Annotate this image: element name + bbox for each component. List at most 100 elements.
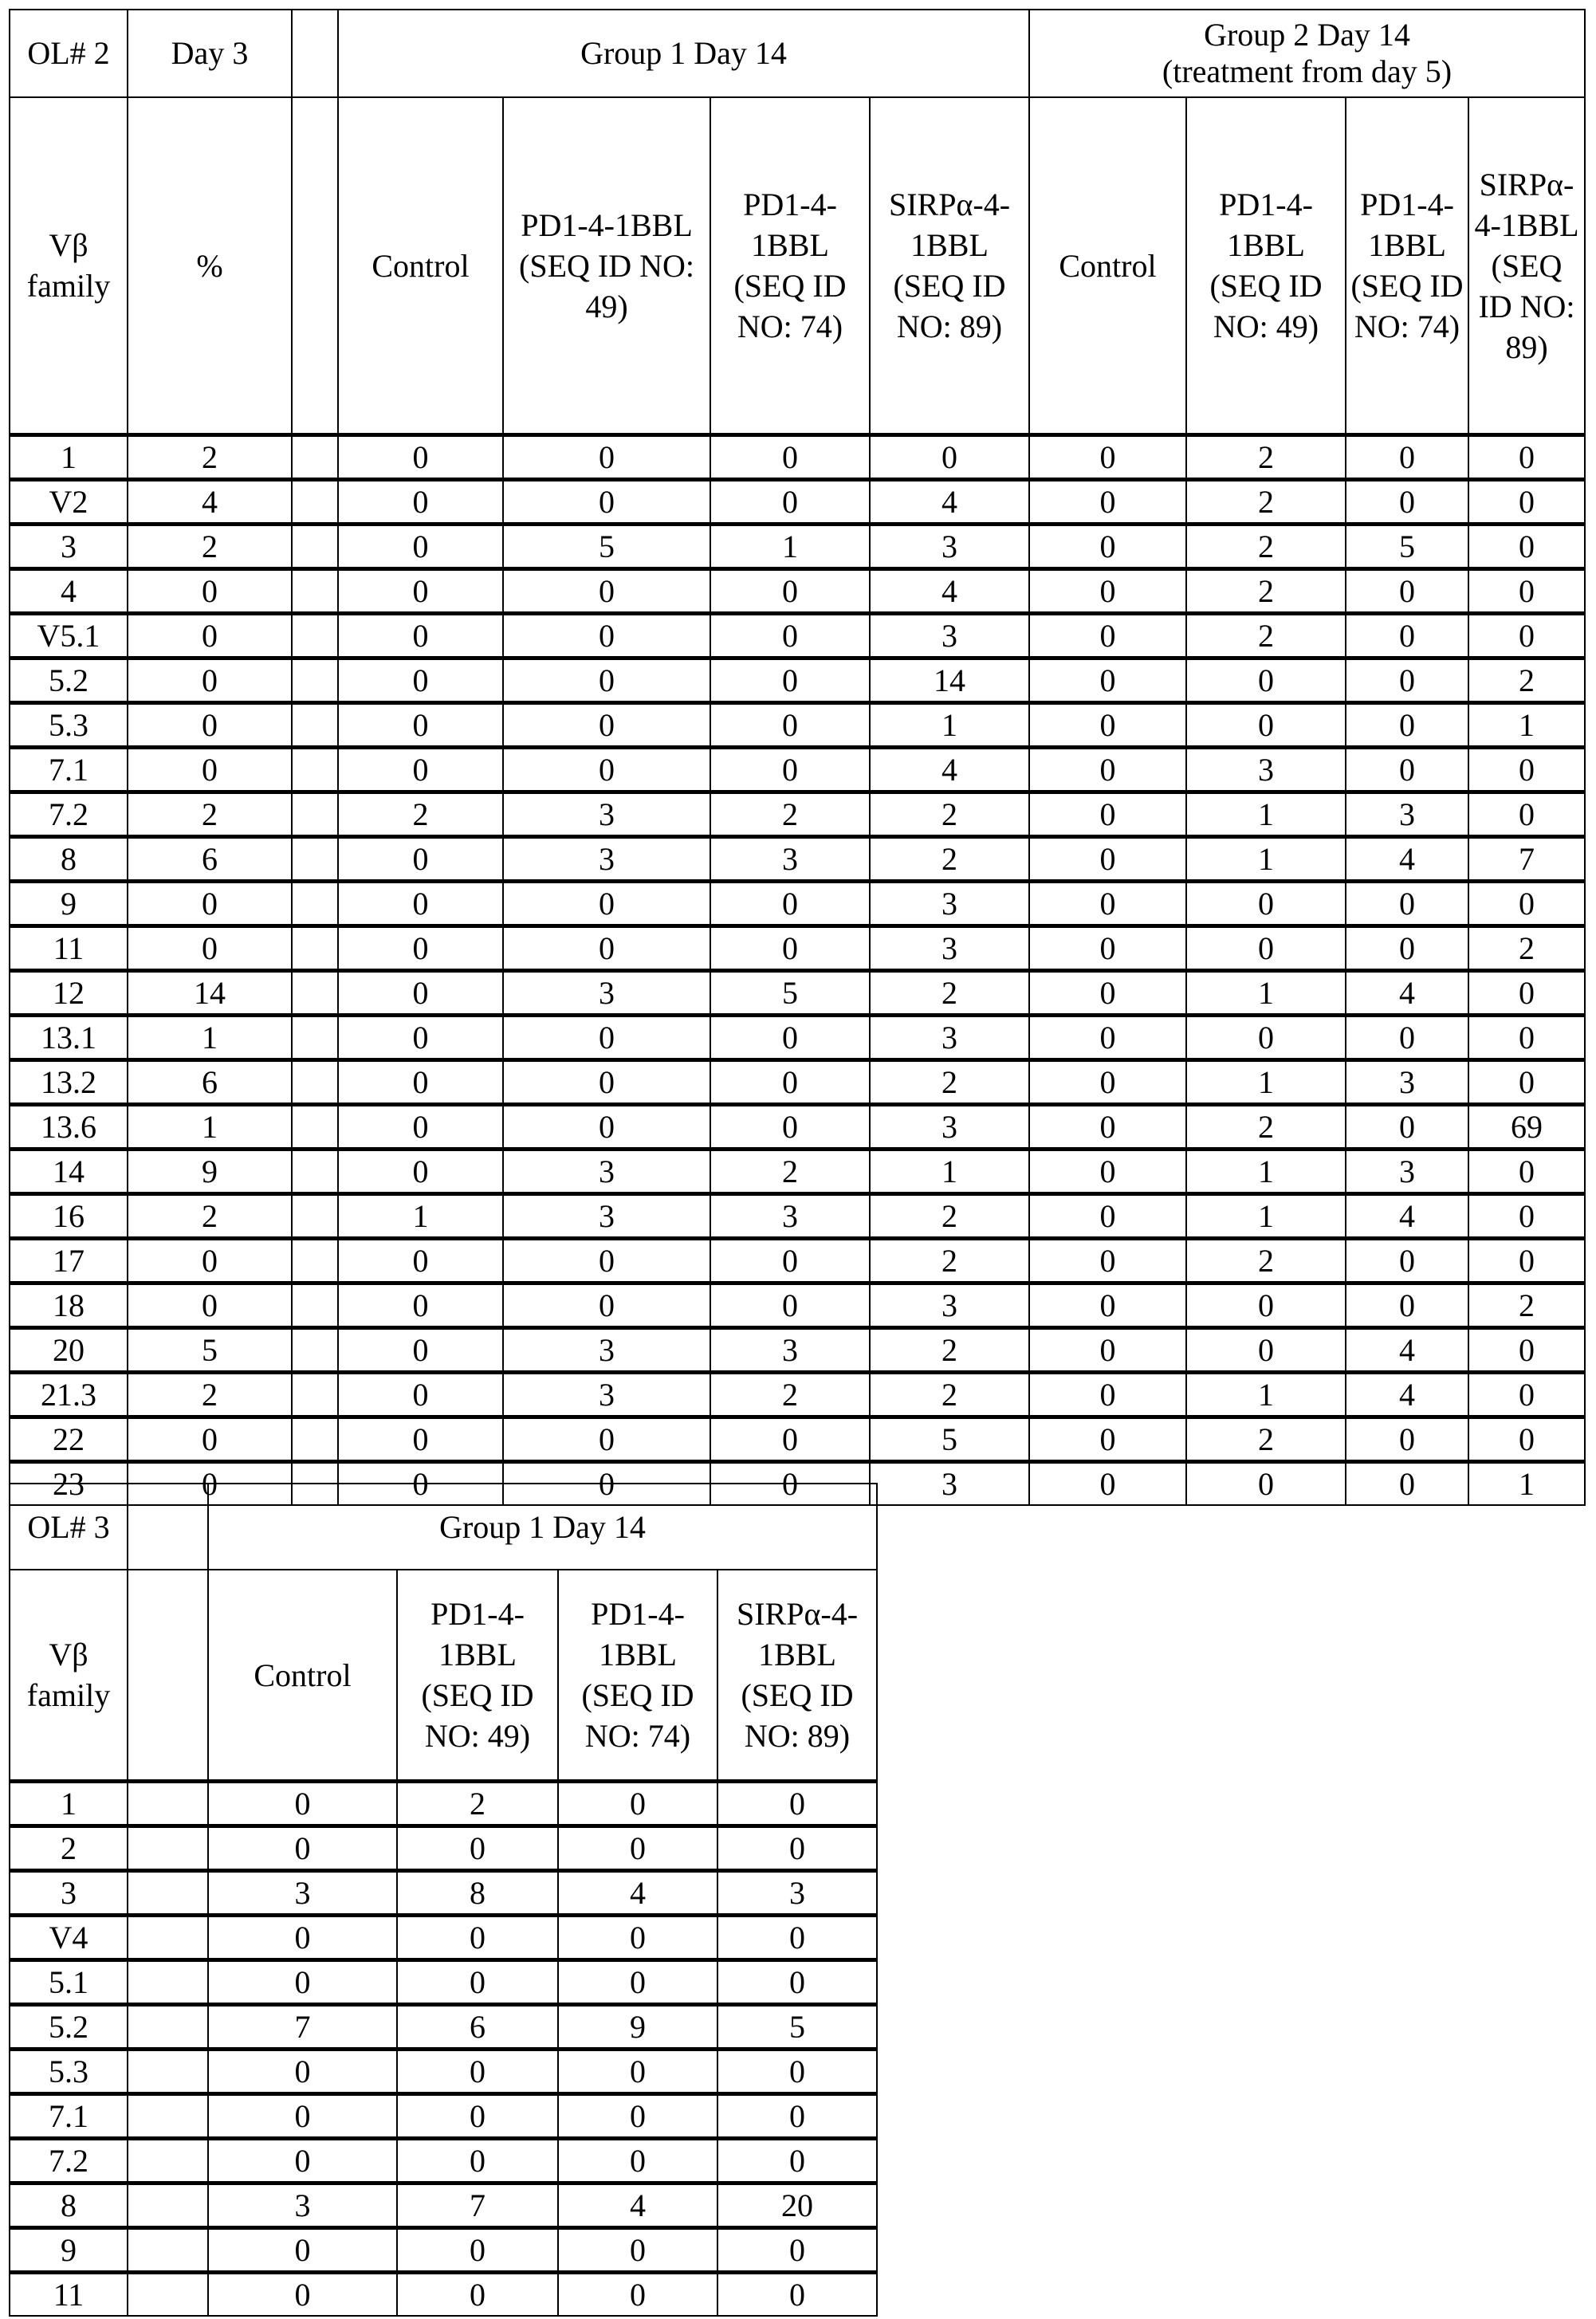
- table-cell: 2: [1186, 1239, 1346, 1283]
- column-header: PD1-4-1BBL (SEQ ID NO: 74): [1346, 97, 1468, 435]
- table-cell: 7: [397, 2183, 558, 2228]
- table-cell: [292, 1194, 338, 1239]
- table-cell: [292, 1150, 338, 1194]
- table-cell: 0: [338, 1417, 503, 1462]
- header-cell: Day 3: [128, 10, 292, 97]
- table-cell: 0: [338, 926, 503, 971]
- table-cell: 3: [717, 1871, 877, 1916]
- table-cell: 0: [503, 748, 710, 792]
- table-cell: [128, 1782, 208, 1826]
- table-cell: 2: [870, 837, 1029, 882]
- row-label: 13.1: [10, 1016, 128, 1060]
- table-cell: 3: [503, 1328, 710, 1373]
- table-row: 14903210130: [10, 1150, 1585, 1194]
- table-cell: 0: [1468, 1016, 1585, 1060]
- table-cell: [292, 1105, 338, 1150]
- table-cell: 0: [1468, 792, 1585, 837]
- table-cell: 0: [503, 614, 710, 658]
- table-cell: 3: [1186, 748, 1346, 792]
- table-cell: 0: [338, 1105, 503, 1150]
- table-cell: 2: [870, 1328, 1029, 1373]
- table-cell: 1: [1186, 971, 1346, 1016]
- row-label: 4: [10, 569, 128, 614]
- table-row: 18000030002: [10, 1283, 1585, 1328]
- table-cell: 0: [128, 1417, 292, 1462]
- table-cell: 7: [1468, 837, 1585, 882]
- table-cell: 0: [208, 1782, 397, 1826]
- table-cell: [292, 1328, 338, 1373]
- table-cell: 0: [338, 569, 503, 614]
- row-label: 17: [10, 1239, 128, 1283]
- header-row-top: OL# 3 Group 1 Day 14: [10, 1484, 877, 1570]
- table-cell: 0: [338, 1060, 503, 1105]
- table-cell: 6: [128, 1060, 292, 1105]
- table-cell: 0: [397, 2228, 558, 2273]
- table-cell: 0: [1029, 1194, 1186, 1239]
- table-cell: 0: [1346, 703, 1468, 748]
- table-row: 13.1100030000: [10, 1016, 1585, 1060]
- table-cell: 0: [338, 525, 503, 569]
- table-cell: 0: [558, 1916, 717, 1960]
- table-cell: 0: [1468, 1060, 1585, 1105]
- table-cell: 9: [558, 2005, 717, 2050]
- table-cell: 3: [208, 1871, 397, 1916]
- table-cell: 0: [208, 1826, 397, 1871]
- table-row: 5.20000140002: [10, 658, 1585, 703]
- table-row: 90000: [10, 2228, 877, 2273]
- table-cell: 0: [1029, 1417, 1186, 1462]
- table-cell: [292, 1283, 338, 1328]
- table-cell: 5: [717, 2005, 877, 2050]
- table-cell: 6: [397, 2005, 558, 2050]
- table-cell: 0: [717, 1960, 877, 2005]
- table-cell: 1: [1186, 1150, 1346, 1194]
- table-cell: 2: [870, 1373, 1029, 1417]
- table-cell: 0: [717, 2139, 877, 2183]
- table-cell: 0: [1468, 614, 1585, 658]
- table-cell: 0: [1029, 1060, 1186, 1105]
- table-cell: 5: [870, 1417, 1029, 1462]
- table-cell: 5: [503, 525, 710, 569]
- table-cell: 0: [208, 1960, 397, 2005]
- column-header: Control: [1029, 97, 1186, 435]
- table-cell: 0: [338, 1328, 503, 1373]
- table-cell: 3: [870, 926, 1029, 971]
- table-cell: [128, 2139, 208, 2183]
- table-cell: 0: [503, 1060, 710, 1105]
- table-cell: 2: [128, 792, 292, 837]
- table-cell: 0: [338, 971, 503, 1016]
- table-cell: 0: [710, 748, 870, 792]
- table-cell: [292, 614, 338, 658]
- table-cell: 0: [1346, 658, 1468, 703]
- row-label: 7.2: [10, 2139, 128, 2183]
- table-cell: 0: [1468, 435, 1585, 480]
- column-header: %: [128, 97, 292, 435]
- table-cell: 0: [338, 480, 503, 525]
- table-row: 5.3000010001: [10, 703, 1585, 748]
- column-header: PD1-4-1BBL (SEQ ID NO: 49): [397, 1570, 558, 1782]
- table-cell: 0: [870, 435, 1029, 480]
- table-row: 9000030000: [10, 882, 1585, 926]
- table-cell: 8: [397, 1871, 558, 1916]
- table-cell: [292, 882, 338, 926]
- table-cell: [128, 2183, 208, 2228]
- header-row-top: OL# 2 Day 3 Group 1 Day 14 Group 2 Day 1…: [10, 10, 1585, 97]
- table-cell: 0: [1468, 748, 1585, 792]
- table-cell: 2: [128, 1373, 292, 1417]
- table-cell: 0: [338, 614, 503, 658]
- table-cell: 14: [128, 971, 292, 1016]
- table-cell: 0: [503, 1239, 710, 1283]
- table-cell: 0: [1029, 1328, 1186, 1373]
- table-cell: 0: [1468, 480, 1585, 525]
- table-cell: 0: [717, 2273, 877, 2317]
- table-cell: [292, 1373, 338, 1417]
- table-cell: 0: [503, 926, 710, 971]
- table-cell: 0: [1029, 569, 1186, 614]
- table-cell: 0: [717, 2228, 877, 2273]
- table-cell: 0: [338, 658, 503, 703]
- table-cell: 0: [1186, 1016, 1346, 1060]
- table-cell: 0: [1186, 926, 1346, 971]
- table-cell: 0: [1186, 1462, 1346, 1506]
- header-cell: [292, 10, 338, 97]
- row-label: 7.2: [10, 792, 128, 837]
- table-cell: 0: [1346, 1462, 1468, 1506]
